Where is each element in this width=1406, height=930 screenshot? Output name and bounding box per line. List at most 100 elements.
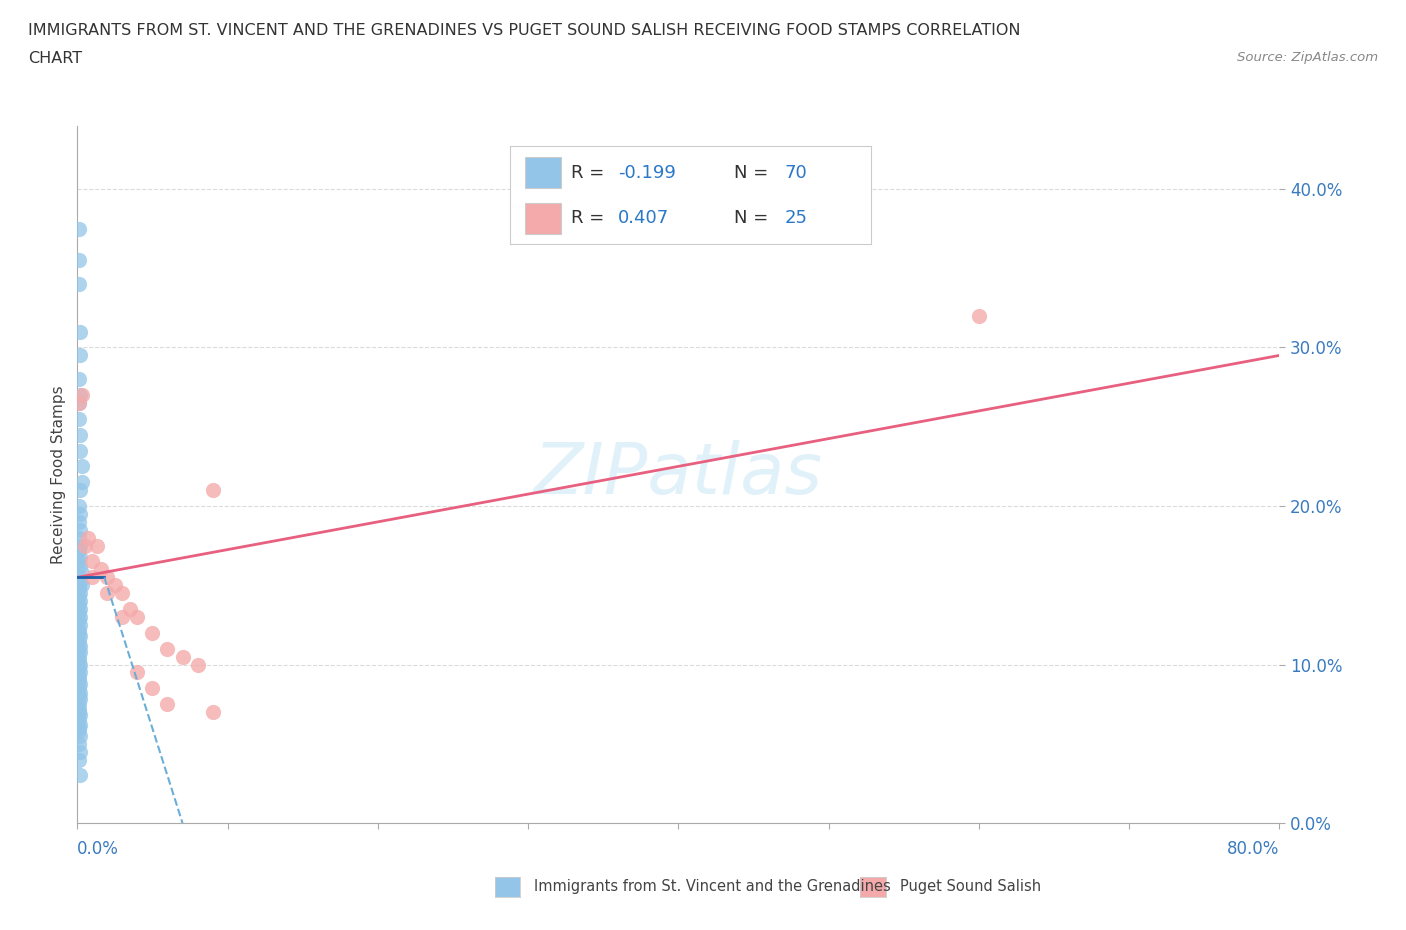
Point [67, 276, 90, 291]
Point [70, 578, 93, 592]
Point [67, 633, 90, 648]
Point [67, 712, 90, 727]
Point [67, 670, 90, 684]
Point [69, 348, 91, 363]
Point [67, 689, 90, 704]
Point [96, 586, 118, 601]
Point [67, 498, 90, 513]
Point [69, 388, 91, 403]
Point [67, 530, 90, 545]
Point [69, 658, 91, 672]
Point [172, 649, 194, 664]
Point [67, 253, 90, 268]
Point [67, 221, 90, 236]
Text: Source: ZipAtlas.com: Source: ZipAtlas.com [1237, 51, 1378, 64]
Point [156, 697, 179, 711]
Point [67, 411, 90, 426]
Text: 0.0%: 0.0% [77, 840, 120, 857]
Point [67, 705, 90, 720]
Point [69, 593, 91, 608]
Point [69, 744, 91, 759]
Point [69, 483, 91, 498]
Point [67, 622, 90, 637]
Point [69, 507, 91, 522]
Point [67, 673, 90, 688]
Point [156, 642, 179, 657]
Point [69, 728, 91, 743]
Text: IMMIGRANTS FROM ST. VINCENT AND THE GRENADINES VS PUGET SOUND SALISH RECEIVING F: IMMIGRANTS FROM ST. VINCENT AND THE GREN… [28, 23, 1021, 38]
Text: Puget Sound Salish: Puget Sound Salish [900, 879, 1040, 894]
Point [141, 681, 163, 696]
Point [67, 395, 90, 410]
Point [67, 613, 90, 628]
Point [67, 625, 90, 640]
Point [69, 602, 91, 617]
Point [69, 538, 91, 553]
Point [67, 589, 90, 604]
Point [111, 609, 134, 624]
Point [127, 665, 149, 680]
Point [67, 514, 90, 529]
Point [76, 530, 98, 545]
Point [67, 604, 90, 619]
Text: Immigrants from St. Vincent and the Grenadines: Immigrants from St. Vincent and the Gren… [534, 879, 891, 894]
Point [67, 721, 90, 736]
Point [67, 701, 90, 716]
Point [67, 697, 90, 711]
Point [70, 458, 93, 473]
Point [67, 752, 90, 767]
Point [69, 665, 91, 680]
Point [96, 570, 118, 585]
Point [82, 570, 104, 585]
Point [69, 692, 91, 707]
Point [67, 660, 90, 675]
Point [67, 654, 90, 669]
Point [201, 483, 224, 498]
Point [67, 543, 90, 558]
Point [69, 676, 91, 691]
Point [82, 554, 104, 569]
Point [67, 395, 90, 410]
Point [69, 443, 91, 458]
Point [69, 523, 91, 538]
Point [127, 609, 149, 624]
Point [69, 325, 91, 339]
Point [186, 658, 209, 672]
Point [69, 708, 91, 723]
Text: 80.0%: 80.0% [1227, 840, 1279, 857]
Point [69, 559, 91, 574]
Point [67, 724, 90, 738]
Y-axis label: Receiving Food Stamps: Receiving Food Stamps [51, 385, 66, 564]
Point [73, 538, 96, 553]
Point [69, 638, 91, 653]
Text: CHART: CHART [28, 51, 82, 66]
Point [67, 554, 90, 569]
Point [201, 705, 224, 720]
Point [69, 427, 91, 442]
Point [141, 625, 163, 640]
Text: ZIPatlas: ZIPatlas [534, 440, 823, 509]
Point [90, 562, 112, 577]
Point [69, 575, 91, 590]
Point [69, 717, 91, 732]
Point [70, 388, 93, 403]
Point [967, 309, 990, 324]
Point [69, 644, 91, 659]
Point [69, 685, 91, 700]
Point [70, 565, 93, 580]
Point [69, 768, 91, 783]
Point [69, 609, 91, 624]
Point [67, 597, 90, 612]
Point [67, 570, 90, 585]
Point [69, 550, 91, 565]
Point [118, 602, 141, 617]
Point [111, 586, 134, 601]
Point [67, 581, 90, 596]
Point [69, 618, 91, 632]
Point [67, 681, 90, 696]
Point [70, 475, 93, 490]
Point [67, 642, 90, 657]
Point [69, 586, 91, 601]
Point [86, 538, 108, 553]
Point [69, 629, 91, 644]
